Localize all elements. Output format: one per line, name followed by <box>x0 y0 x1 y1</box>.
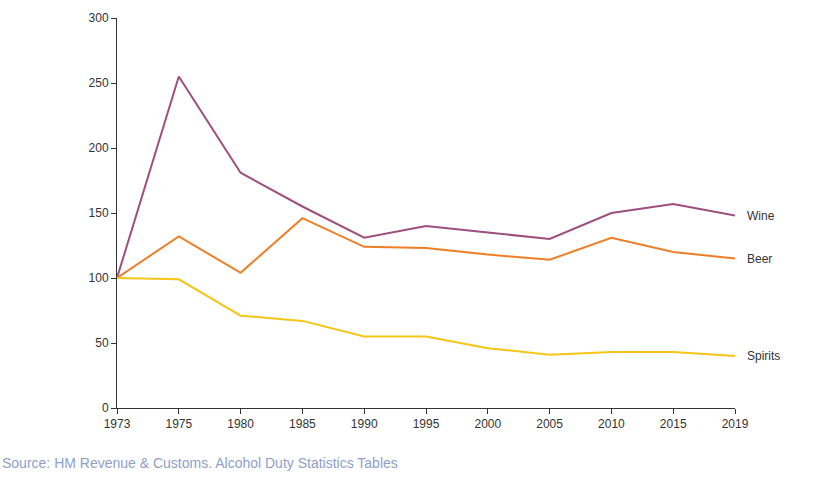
svg-text:Wine: Wine <box>747 209 775 223</box>
svg-text:1980: 1980 <box>227 417 254 431</box>
svg-text:0: 0 <box>102 401 109 415</box>
svg-text:1990: 1990 <box>351 417 378 431</box>
svg-text:1985: 1985 <box>289 417 316 431</box>
svg-text:250: 250 <box>89 76 109 90</box>
svg-text:1975: 1975 <box>165 417 192 431</box>
svg-text:100: 100 <box>89 271 109 285</box>
svg-text:50: 50 <box>95 336 109 350</box>
svg-text:Source: HM Revenue & Customs.: Source: HM Revenue & Customs. Alcohol Du… <box>2 455 398 471</box>
svg-text:300: 300 <box>89 11 109 25</box>
svg-text:2015: 2015 <box>660 417 687 431</box>
svg-text:1995: 1995 <box>413 417 440 431</box>
svg-text:2010: 2010 <box>598 417 625 431</box>
svg-text:2000: 2000 <box>474 417 501 431</box>
svg-text:2005: 2005 <box>536 417 563 431</box>
svg-text:Spirits: Spirits <box>747 349 780 363</box>
svg-text:2019: 2019 <box>722 417 749 431</box>
svg-text:Beer: Beer <box>747 252 772 266</box>
svg-text:1973: 1973 <box>104 417 131 431</box>
svg-text:150: 150 <box>89 206 109 220</box>
svg-text:200: 200 <box>89 141 109 155</box>
